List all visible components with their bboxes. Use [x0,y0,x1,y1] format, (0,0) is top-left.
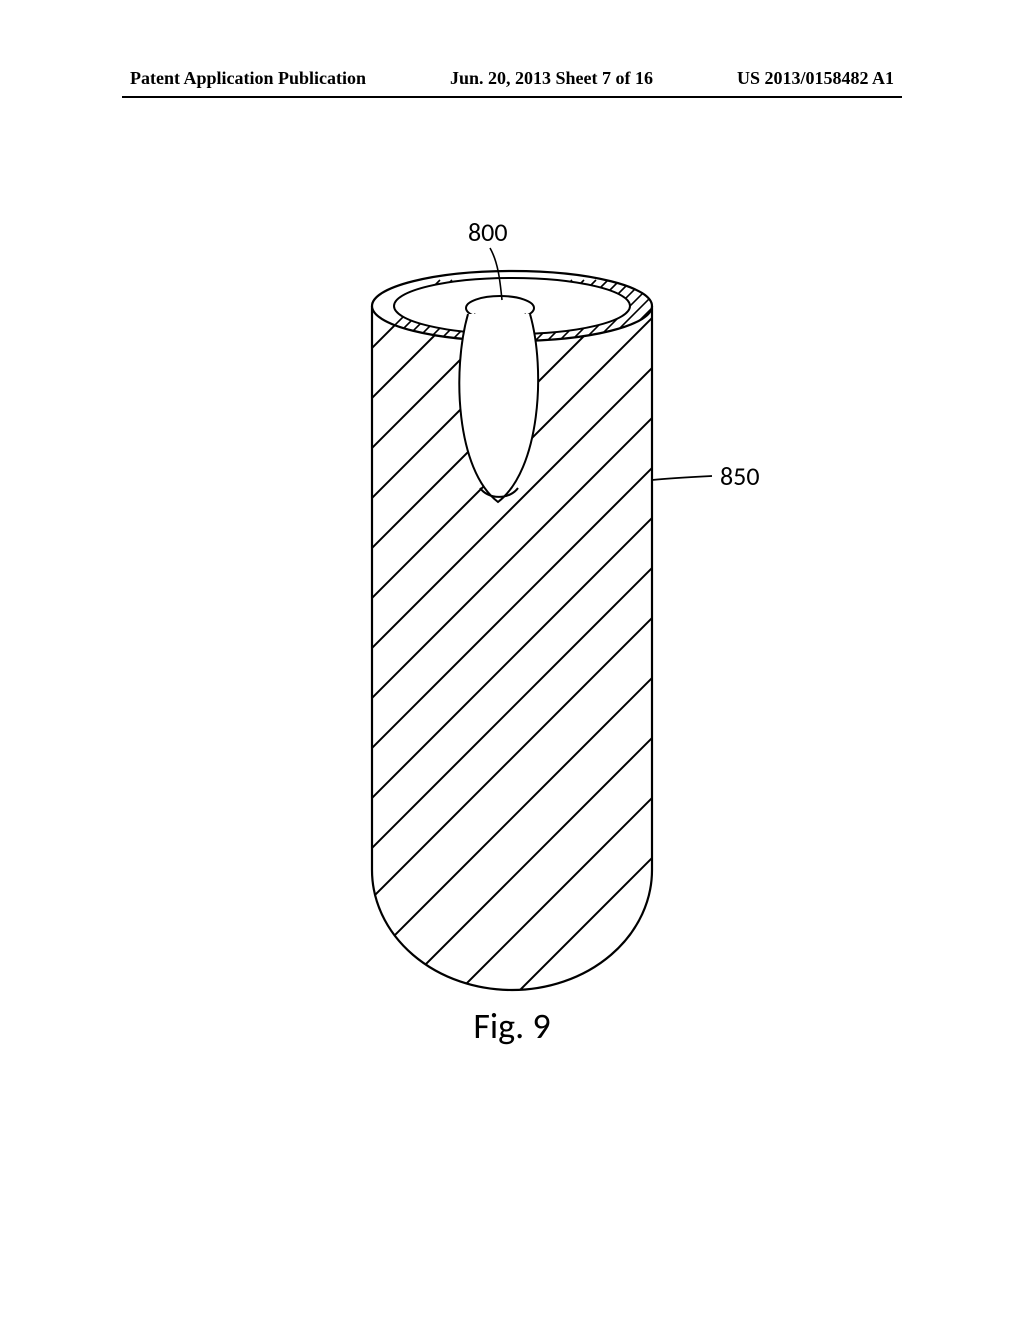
ref-800: 800 [468,216,508,248]
figure-caption: Fig. 9 [0,1004,1024,1048]
body-hatching [300,0,1024,1070]
figure-svg [0,0,1024,1320]
inner-balloon [459,314,538,502]
figure-9: 800 850 Fig. 9 [0,0,1024,1320]
ref-850: 850 [720,460,760,492]
patent-page: Patent Application Publication Jun. 20, … [0,0,1024,1320]
leader-850 [652,476,712,480]
